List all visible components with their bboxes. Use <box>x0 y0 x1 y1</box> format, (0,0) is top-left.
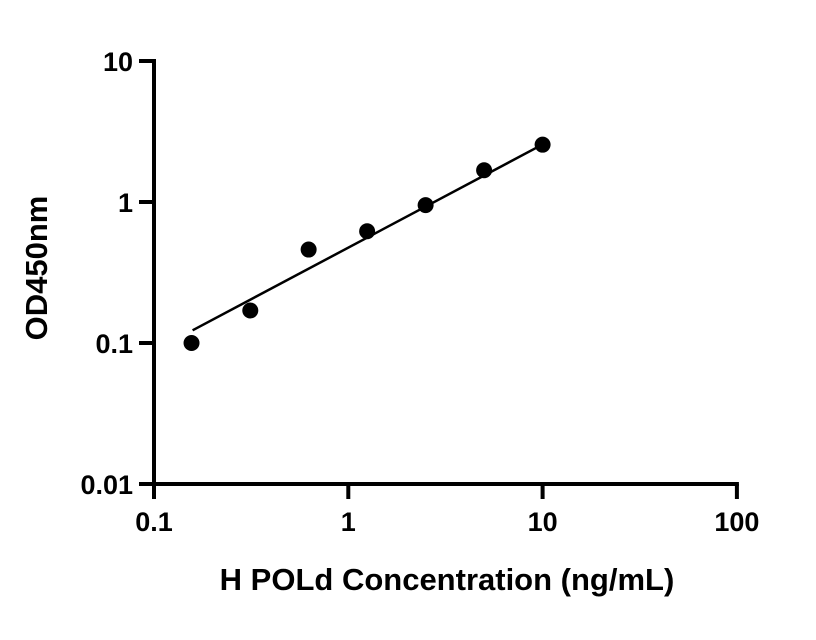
data-point <box>417 197 434 214</box>
data-point <box>359 223 376 240</box>
x-tick-label: 0.1 <box>135 507 173 537</box>
axes <box>152 59 739 488</box>
x-axis-title: H POLd Concentration (ng/mL) <box>220 562 675 597</box>
data-point <box>300 241 317 258</box>
plot-area <box>183 136 551 351</box>
data-point <box>183 335 200 351</box>
x-tick-label: 1 <box>341 507 356 537</box>
x-tick-label: 100 <box>714 507 759 537</box>
data-point <box>476 162 493 179</box>
y-tick-label: 0.1 <box>95 329 133 359</box>
y-tick-label: 0.01 <box>80 470 133 500</box>
y-tick-label: 10 <box>103 47 133 77</box>
y-tick-label: 1 <box>118 188 133 218</box>
x-tick-label: 10 <box>528 507 558 537</box>
data-point <box>242 302 259 319</box>
data-point <box>534 136 551 153</box>
y-axis-title: OD450nm <box>19 196 54 341</box>
